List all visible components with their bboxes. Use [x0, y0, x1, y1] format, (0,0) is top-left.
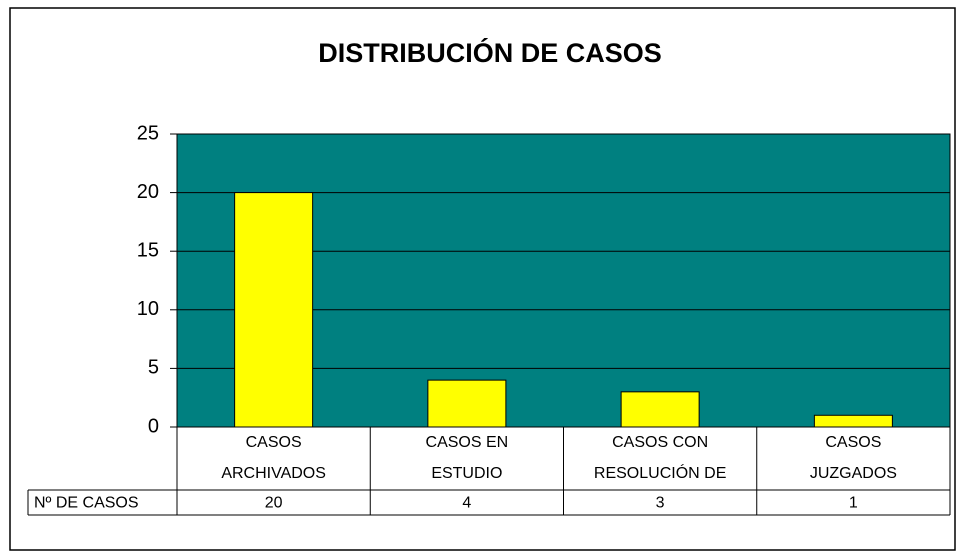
table-row-header: Nº DE CASOS — [34, 495, 139, 512]
table-value: 4 — [462, 495, 471, 512]
bar — [234, 192, 314, 428]
y-tick-label: 5 — [148, 357, 159, 379]
x-tick-label: RESOLUCIÓN DE — [594, 463, 726, 482]
x-tick-label: CASOS EN — [426, 434, 509, 451]
x-tick-label: JUZGADOS — [810, 465, 897, 482]
x-tick-label: ESTUDIO — [431, 465, 502, 482]
bar — [813, 414, 893, 428]
table-value: 3 — [656, 495, 665, 512]
x-tick-label: ARCHIVADOS — [221, 465, 326, 482]
y-tick-label: 10 — [137, 298, 159, 320]
table-value: 20 — [265, 495, 283, 512]
y-tick-label: 20 — [137, 181, 159, 203]
chart-title: DISTRIBUCIÓN DE CASOS — [318, 37, 662, 68]
bar — [427, 379, 507, 428]
y-tick-label: 0 — [148, 415, 159, 437]
x-tick-label: CASOS CON — [612, 434, 708, 451]
y-tick-label: 15 — [137, 239, 159, 261]
x-tick-label: CASOS — [246, 434, 302, 451]
table-value: 1 — [849, 495, 858, 512]
x-tick-label: CASOS — [825, 434, 881, 451]
bar — [620, 391, 700, 428]
y-tick-label: 25 — [137, 122, 159, 144]
